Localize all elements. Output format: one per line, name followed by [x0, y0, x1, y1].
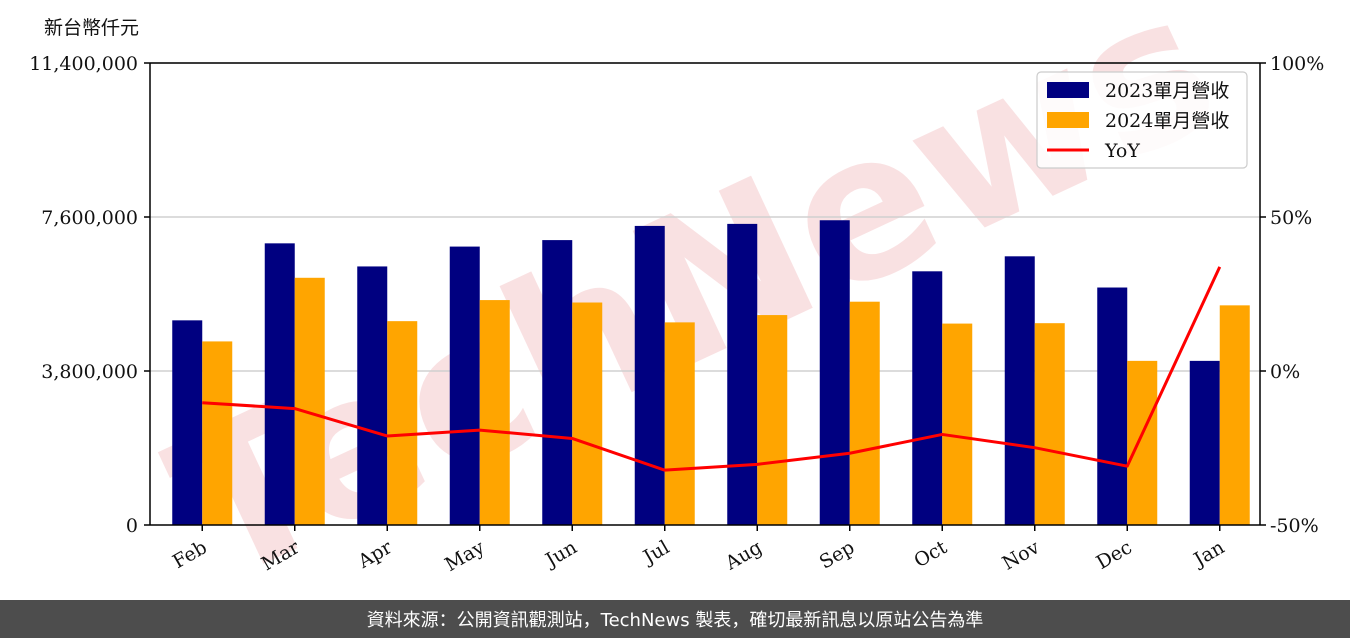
bar-2023-apr — [357, 266, 388, 525]
legend-swatch-0 — [1047, 82, 1089, 98]
bar-2023-dec — [1097, 287, 1128, 525]
bar-2024-jan — [1219, 305, 1250, 525]
bar-2024-may — [479, 300, 510, 525]
bar-2024-feb — [202, 341, 233, 525]
bar-2024-sep — [849, 301, 880, 525]
bar-2024-apr — [387, 321, 418, 525]
legend-box — [1036, 71, 1248, 169]
footer-text: 資料來源：公開資訊觀測站，TechNews 製表，確切最新訊息以原站公告為準 — [366, 610, 984, 631]
x-tick-label-jan: Jan — [1189, 536, 1229, 572]
x-tick-label-oct: Oct — [910, 536, 951, 572]
y-right-tick-label: 100% — [1270, 53, 1324, 75]
bar-2023-jul — [634, 225, 665, 526]
yoy-polyline — [202, 266, 1222, 472]
legend-label-0: 2023單月營收 — [1105, 80, 1229, 102]
bar-2023-mar — [264, 243, 295, 525]
bar-2024-oct — [942, 323, 973, 525]
bar-2024-dec — [1127, 360, 1158, 525]
bar-2023-nov — [1004, 256, 1035, 525]
legend-label-1: 2024單月營收 — [1105, 110, 1229, 132]
y-left-tick-label: 11,400,000 — [29, 53, 138, 75]
x-tick-label-dec: Dec — [1093, 536, 1136, 574]
x-tick-label-sep: Sep — [816, 536, 859, 573]
chart: TechNews 新台幣仟元 Feb Mar Apr May Jun Jul Aug Sep O… — [29, 0, 1324, 600]
y-right-tick-label: -50% — [1270, 515, 1319, 537]
x-tick-label-jul: Jul — [638, 536, 673, 569]
legend-swatch-1 — [1047, 112, 1089, 128]
axes — [144, 62, 1266, 531]
x-tick-label-jun: Jun — [540, 536, 581, 572]
y-left-tick-label: 7,600,000 — [41, 207, 138, 229]
bar-2023-feb — [172, 320, 203, 525]
bar-2023-jun — [542, 240, 573, 525]
x-tick-label-nov: Nov — [999, 536, 1044, 575]
x-tick-label-aug: Aug — [721, 536, 766, 575]
y-left-tick-labels: 0 3,800,000 7,600,000 11,400,000 — [29, 53, 138, 537]
bar-2023-aug — [727, 223, 758, 526]
bar-2024-mar — [294, 277, 325, 525]
footer-source: 資料來源：公開資訊觀測站，TechNews 製表，確切最新訊息以原站公告為準 — [0, 600, 1350, 638]
yoy-line — [202, 266, 1222, 472]
bar-2023-jan — [1189, 360, 1220, 525]
bar-2024-jul — [664, 322, 695, 525]
y-right-tick-label: 50% — [1270, 207, 1312, 229]
y-right-tick-label: 0% — [1270, 361, 1300, 383]
bar-2024-aug — [757, 315, 788, 525]
y-right-tick-labels: -50% 0% 50% 100% — [1270, 53, 1324, 537]
bar-2023-oct — [912, 271, 943, 525]
bar-2023-may — [449, 246, 480, 525]
unit-label: 新台幣仟元 — [44, 17, 139, 39]
bars — [172, 220, 1250, 526]
legend-label-2: YoY — [1104, 140, 1140, 162]
bar-2024-jun — [572, 302, 603, 525]
y-left-tick-label: 0 — [126, 515, 138, 537]
legend: 2023單月營收 2024單月營收 YoY — [1036, 71, 1248, 169]
x-tick-label-may: May — [441, 536, 488, 576]
bar-2023-sep — [819, 220, 850, 525]
y-left-tick-label: 3,800,000 — [41, 361, 138, 383]
bar-2024-nov — [1034, 323, 1065, 525]
